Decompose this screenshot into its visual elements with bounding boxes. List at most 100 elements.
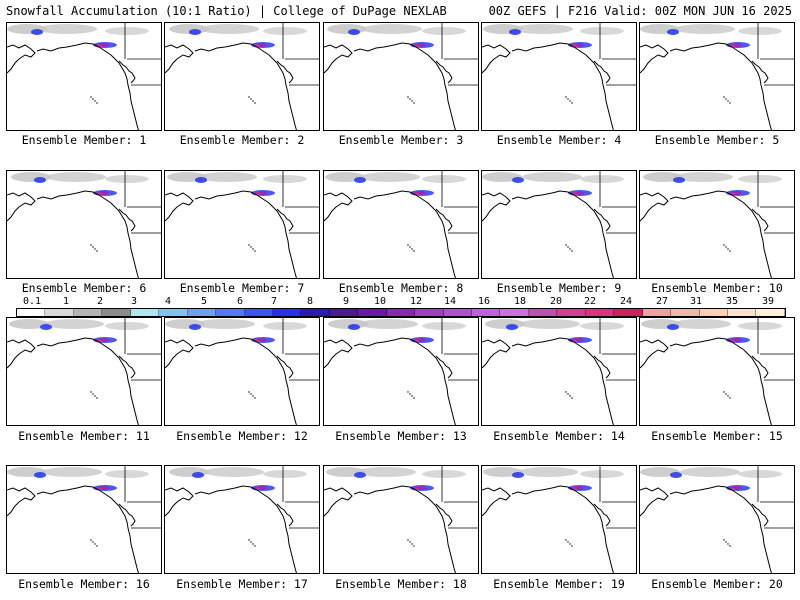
- snowfall-map: [324, 318, 478, 425]
- island: [413, 397, 415, 399]
- snow-shading-blue: [354, 177, 366, 183]
- legend-label: 5: [200, 296, 208, 307]
- snowfall-map: [324, 23, 478, 130]
- snow-shading-light: [513, 24, 573, 34]
- snow-shading-light: [738, 470, 782, 478]
- island: [411, 395, 413, 397]
- island: [90, 96, 92, 98]
- legend-label: 12: [409, 296, 423, 307]
- coastline: [165, 42, 297, 130]
- coastline: [593, 60, 611, 84]
- island: [729, 545, 731, 547]
- snow-shading-light: [356, 467, 416, 477]
- island: [411, 100, 413, 102]
- island: [567, 393, 569, 395]
- legend-swatch: [671, 309, 700, 316]
- legend-swatch: [244, 309, 273, 316]
- island: [94, 100, 96, 102]
- island: [248, 391, 250, 393]
- snow-shading-light: [362, 24, 422, 34]
- legend-swatch: [614, 309, 643, 316]
- legend-label: 6: [236, 296, 244, 307]
- legend-swatch: [756, 309, 785, 316]
- snow-shading-light: [46, 172, 106, 182]
- legend-label: 9: [342, 296, 350, 307]
- island: [569, 395, 571, 397]
- legend-label: 7: [270, 296, 278, 307]
- island: [413, 102, 415, 104]
- coastline: [593, 208, 611, 232]
- ensemble-member-panel: [639, 22, 795, 131]
- island: [725, 246, 727, 248]
- legend-swatch: [358, 309, 387, 316]
- ensemble-member-panel: [481, 317, 637, 426]
- ensemble-member-panel: [323, 317, 479, 426]
- snow-shading-blue: [667, 29, 679, 35]
- legend-swatch: [272, 309, 302, 316]
- island: [725, 541, 727, 543]
- snow-shading-blue: [40, 324, 52, 330]
- snow-shading-blue: [667, 324, 679, 330]
- legend-label: 3: [130, 296, 138, 307]
- ensemble-member-caption: Ensemble Member: 7: [179, 281, 305, 295]
- island: [250, 541, 252, 543]
- coastline: [435, 208, 453, 232]
- snowfall-map: [165, 23, 319, 130]
- snow-shading-light: [263, 322, 307, 330]
- coastline: [435, 503, 453, 527]
- coastline: [640, 190, 772, 278]
- island: [723, 539, 725, 541]
- island: [567, 98, 569, 100]
- snow-shading-blue: [348, 324, 360, 330]
- ensemble-member-caption: Ensemble Member: 13: [335, 429, 467, 443]
- island: [727, 100, 729, 102]
- island: [567, 541, 569, 543]
- snow-shading-light: [197, 172, 257, 182]
- legend-label: 0.1: [22, 296, 42, 307]
- ensemble-member-panel: [164, 317, 320, 426]
- snow-shading-blue: [34, 177, 46, 183]
- snow-shading-blue: [189, 29, 201, 35]
- ensemble-member-panel: [323, 465, 479, 574]
- snow-shading-light: [195, 319, 255, 329]
- snowfall-map: [7, 171, 161, 278]
- coastline: [482, 42, 614, 130]
- island: [250, 393, 252, 395]
- island: [571, 397, 573, 399]
- snow-shading-blue: [673, 177, 685, 183]
- island: [248, 539, 250, 541]
- legend-label: 18: [513, 296, 527, 307]
- island: [569, 543, 571, 545]
- snow-shading-light: [263, 470, 307, 478]
- snow-shading-light: [738, 175, 782, 183]
- island: [723, 96, 725, 98]
- island: [723, 391, 725, 393]
- snowfall-color-legend: 0.1 1 2 3 4 5 6 7 8 9 10 12 14 16 18 20 22 24 27 31 35 39: [16, 296, 786, 318]
- ensemble-member-caption: Ensemble Member: 2: [179, 133, 305, 147]
- island: [96, 102, 98, 104]
- snow-shading-light: [358, 319, 418, 329]
- ensemble-member-caption: Ensemble Member: 16: [18, 577, 150, 591]
- legend-label: 4: [164, 296, 172, 307]
- legend-label: 24: [619, 296, 633, 307]
- coastline: [276, 208, 294, 232]
- snow-shading-light: [37, 24, 97, 34]
- island: [96, 545, 98, 547]
- legend-swatch: [45, 309, 74, 316]
- island: [727, 543, 729, 545]
- coastline: [276, 503, 294, 527]
- ensemble-member-panel: [639, 465, 795, 574]
- legend-swatch: [443, 309, 472, 316]
- snow-shading-light: [518, 467, 578, 477]
- island: [96, 397, 98, 399]
- coastline: [482, 337, 614, 425]
- ensemble-member-caption: Ensemble Member: 14: [493, 429, 625, 443]
- legend-swatch: [528, 309, 558, 316]
- coastline: [324, 190, 456, 278]
- legend-label: 35: [725, 296, 739, 307]
- snow-shading-light: [9, 319, 49, 329]
- coastline: [435, 60, 453, 84]
- legend-label: 10: [373, 296, 387, 307]
- island: [407, 539, 409, 541]
- ensemble-member-panel: [323, 22, 479, 131]
